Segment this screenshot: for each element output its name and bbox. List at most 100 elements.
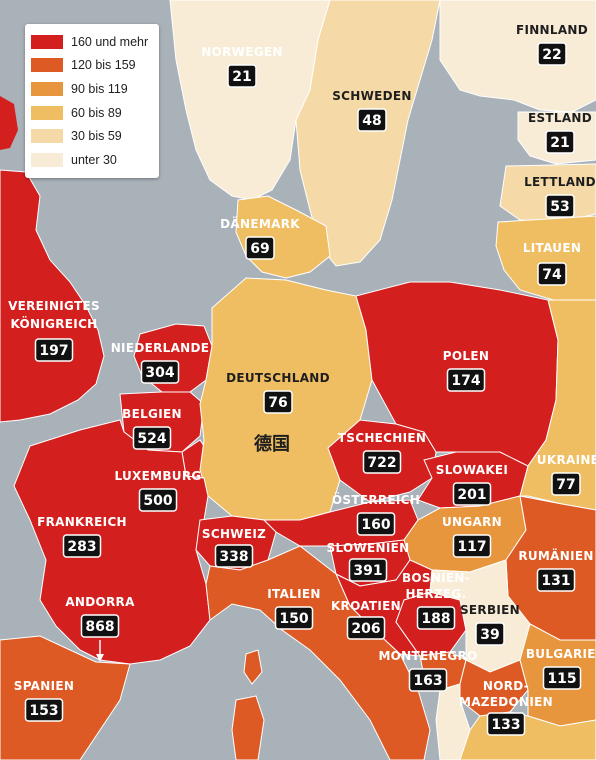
value-label: 115: [547, 671, 576, 687]
value-label: 500: [143, 493, 172, 509]
country-belgien: BELGIEN 524: [122, 407, 182, 450]
value-label: 77: [556, 477, 575, 493]
country-label: SCHWEDEN: [332, 89, 412, 103]
value-box: [362, 450, 402, 474]
country-schweden: SCHWEDEN 48: [332, 89, 412, 132]
country-spanien: SPANIEN 153: [14, 679, 74, 722]
country-litauen: LITAUEN 74: [523, 241, 581, 286]
value-box: [24, 698, 64, 722]
country-label: BOSNIEN-: [402, 571, 470, 585]
country-label: MAZEDONIEN: [459, 695, 553, 709]
value-box: [416, 606, 456, 630]
value-box: [452, 534, 492, 558]
region-litauen: [495, 215, 596, 303]
value-box: [34, 338, 74, 362]
region-sardinien: [231, 695, 265, 760]
value-label: 22: [542, 47, 561, 63]
value-label: 188: [421, 611, 450, 627]
region-irland-edge: [0, 96, 18, 150]
value-box: [214, 544, 254, 568]
country-serbien: SERBIEN 39: [460, 603, 520, 646]
country-oesterreich: ÖSTERREICH 160: [332, 492, 420, 536]
country-kroatien: KROATIEN 206: [331, 599, 401, 640]
value-box: [245, 236, 275, 260]
country-label: MONTENEGRO: [378, 649, 477, 663]
country-estland: ESTLAND 21: [528, 111, 592, 154]
country-label: SPANIEN: [14, 679, 74, 693]
country-deutschland: DEUTSCHLAND 76: [226, 371, 330, 414]
country-label: LETTLAND: [524, 175, 596, 189]
region-uk: [0, 169, 105, 423]
country-slowakei: SLOWAKEI 201: [436, 463, 508, 506]
country-label: NIEDERLANDE: [111, 341, 210, 355]
value-label: 21: [232, 69, 251, 85]
value-box: [452, 482, 492, 506]
value-label: 133: [491, 717, 520, 733]
country-label: FINNLAND: [516, 23, 588, 37]
country-label: NORWEGEN: [201, 45, 282, 59]
country-label: VEREINIGTES: [8, 299, 100, 313]
legend-row: 160 und mehr: [31, 30, 153, 54]
value-label: 163: [413, 673, 442, 689]
value-box: [357, 108, 387, 132]
value-label: 53: [550, 199, 569, 215]
value-label: 153: [29, 703, 58, 719]
value-label: 391: [353, 563, 382, 579]
legend-swatch: [31, 81, 63, 96]
legend-swatch: [31, 105, 63, 120]
country-label: DÄNEMARK: [220, 216, 300, 231]
value-label: 868: [85, 619, 114, 635]
region-spanien: [0, 635, 131, 760]
country-label: BELGIEN: [122, 407, 182, 421]
value-label: 69: [250, 241, 269, 257]
country-montenegro: MONTENEGRO 163: [378, 649, 477, 692]
value-box: [542, 666, 582, 690]
country-label: UKRAINE: [537, 453, 596, 467]
value-box: [274, 606, 314, 630]
country-ukraine: UKRAINE 77: [537, 453, 596, 496]
value-box: [537, 262, 567, 286]
legend-swatch: [31, 34, 63, 49]
country-uk: VEREINIGTES KÖNIGREICH 197: [8, 299, 100, 362]
value-label: 524: [137, 431, 166, 447]
value-box: [62, 534, 102, 558]
legend-swatch: [31, 129, 63, 144]
value-label: 201: [457, 487, 486, 503]
value-box: [545, 130, 575, 154]
country-label: ÖSTERREICH: [332, 492, 420, 507]
value-box: [408, 668, 448, 692]
legend-row: unter 30: [31, 148, 153, 172]
country-label: ANDORRA: [65, 595, 135, 609]
region-italien: [205, 545, 431, 760]
value-box: [356, 512, 396, 536]
value-label: 48: [362, 113, 381, 129]
legend-swatch: [31, 58, 63, 73]
value-box: [227, 64, 257, 88]
country-tschechien: TSCHECHIEN 722: [338, 431, 426, 474]
value-box: [536, 568, 576, 592]
country-label: FRANKREICH: [37, 515, 127, 529]
country-label: RUMÄNIEN: [518, 548, 593, 563]
value-label: 76: [268, 395, 287, 411]
country-label: SLOWENIEN: [327, 541, 410, 555]
country-label: HERZEG.: [406, 587, 467, 601]
country-rumaenien: RUMÄNIEN 131: [518, 548, 593, 592]
annotation-text: 德国: [254, 433, 290, 455]
region-korsika: [243, 649, 263, 685]
country-luxemburg: LUXEMBURG 500: [114, 469, 201, 512]
country-bulgarien: BULGARIEN 115: [526, 647, 596, 690]
value-box: [446, 368, 486, 392]
value-box: [263, 390, 293, 414]
country-frankreich: FRANKREICH 283: [37, 515, 127, 558]
country-label: KÖNIGREICH: [10, 316, 97, 331]
country-label: ITALIEN: [267, 587, 320, 601]
country-daenemark: DÄNEMARK 69: [220, 216, 300, 260]
value-label: 338: [219, 549, 248, 565]
legend-label: 90 bis 119: [71, 81, 128, 96]
legend-row: 120 bis 159: [31, 54, 153, 78]
value-label: 206: [351, 621, 380, 637]
country-finnland: FINNLAND 22: [516, 23, 588, 66]
country-slowenien: SLOWENIEN 391: [327, 541, 410, 582]
country-label: SERBIEN: [460, 603, 520, 617]
value-box: [348, 558, 388, 582]
